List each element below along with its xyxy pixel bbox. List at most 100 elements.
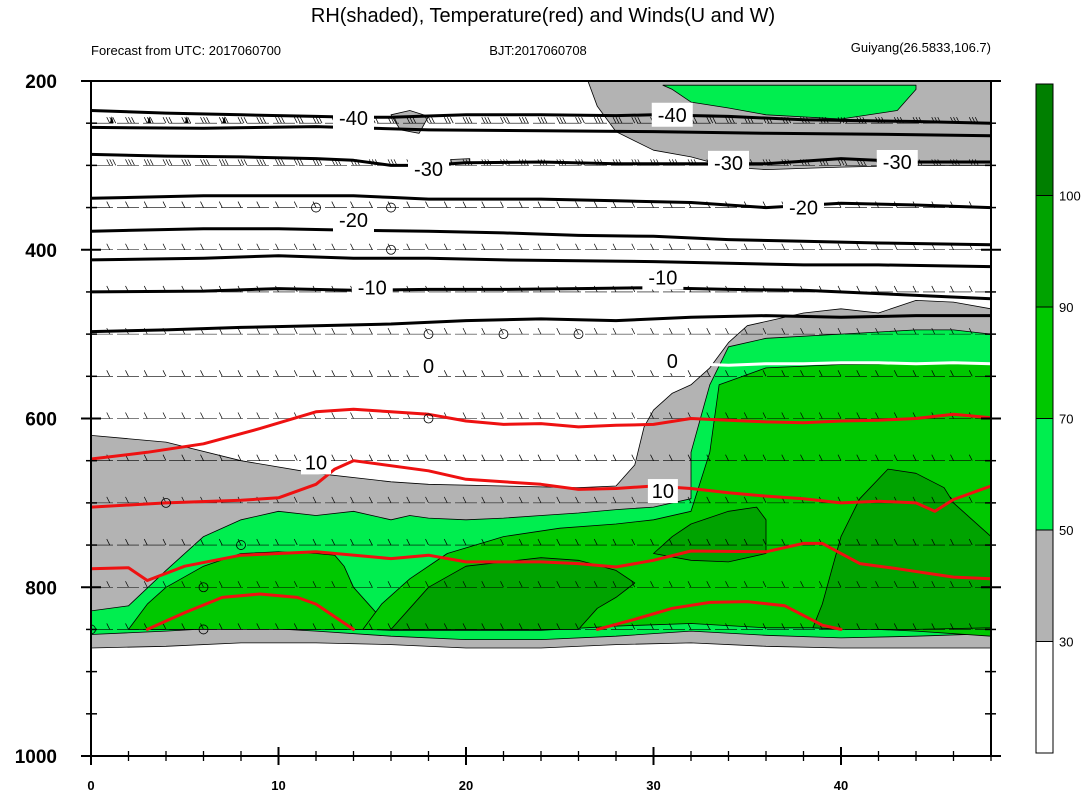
wind-barb (206, 159, 210, 166)
wind-barb (537, 327, 542, 335)
wind-barb (931, 370, 936, 377)
wind-barb (462, 370, 467, 377)
wind-barb (706, 454, 711, 461)
wind-barb (521, 117, 526, 124)
wind-barb (650, 370, 654, 377)
wind-barb (331, 538, 336, 546)
wind-barb (950, 370, 954, 377)
wind-barb (462, 412, 467, 419)
wind-barb (165, 159, 170, 166)
wind-barb (162, 370, 167, 377)
wind-barb (687, 623, 692, 630)
wind-barb (575, 538, 579, 546)
wind-barb (800, 581, 804, 588)
wind-barb (237, 581, 242, 588)
wind-barb (293, 538, 298, 546)
wind-barb (200, 159, 204, 166)
wind-barb (443, 117, 448, 124)
wind-flag (109, 116, 114, 124)
wind-barb (203, 159, 207, 166)
wind-barb (856, 454, 861, 461)
wind-barb (612, 412, 617, 419)
wind-barb (593, 201, 598, 208)
wind-barb (725, 496, 729, 504)
wind-barb (331, 412, 336, 419)
wind-barb (537, 412, 542, 419)
wind-barb (331, 201, 336, 208)
wind-barb (481, 117, 486, 124)
wind-barb (162, 412, 167, 419)
wind-barb (968, 496, 973, 504)
wind-barb (331, 623, 336, 630)
wind-barb (181, 538, 186, 546)
wind-barb (575, 496, 579, 504)
wind-barb (518, 623, 523, 630)
wind-barb (650, 623, 654, 630)
wind-barb (162, 581, 167, 588)
wind-barb (837, 243, 842, 250)
wind-barb (368, 201, 373, 208)
wind-barb (218, 581, 223, 588)
bjt-time-label: BJT:2017060708 (489, 43, 587, 58)
wind-barb (518, 496, 523, 504)
wind-barb (800, 243, 804, 250)
colorbar-label: 30 (1059, 635, 1073, 650)
wind-barb (350, 243, 354, 250)
wind-barb (200, 243, 204, 250)
wind-barb (237, 117, 242, 124)
contour-label: -30 (883, 152, 912, 174)
wind-barb (106, 201, 111, 208)
wind-barb (243, 117, 248, 124)
wind-barb (537, 370, 542, 377)
wind-barb (125, 117, 129, 124)
wind-barb (256, 623, 261, 630)
wind-barb (443, 496, 448, 504)
wind-barb (503, 117, 507, 124)
wind-barb (281, 117, 285, 124)
colorbar-segment (1035, 418, 1054, 531)
wind-barb (106, 412, 111, 419)
wind-barb (406, 454, 411, 461)
wind-barb (181, 243, 186, 250)
wind-barb (518, 370, 523, 377)
wind-barb (818, 454, 823, 461)
wind-barb (218, 454, 223, 461)
wind-barb (687, 327, 692, 335)
wind-barb (149, 159, 154, 166)
contour-label-box (333, 208, 374, 233)
station-label: Guiyang(26.5833,106.7) (851, 40, 991, 55)
x-tick-label: 30 (646, 778, 660, 793)
wind-barb (187, 117, 192, 124)
wind-barb (299, 117, 304, 124)
wind-barb (856, 327, 861, 335)
wind-barb (406, 201, 411, 208)
wind-barb (524, 117, 529, 124)
wind-barb (706, 327, 711, 335)
wind-barb (743, 370, 748, 377)
wind-barb (556, 117, 561, 124)
wind-barb (893, 412, 898, 419)
wind-barb (262, 159, 267, 166)
contour-label: -30 (414, 159, 443, 181)
isotherm-black-5 (91, 254, 991, 269)
wind-barb (615, 117, 620, 124)
wind-barb (931, 623, 936, 630)
wind-barb (931, 581, 936, 588)
wind-barb (950, 454, 954, 461)
contour-label-box (876, 150, 918, 174)
wind-barb (425, 117, 429, 124)
wind-barb (443, 201, 448, 208)
wind-barb (143, 201, 148, 208)
wind-barb (556, 538, 561, 546)
wind-barb (168, 117, 173, 124)
wind-barb (256, 581, 261, 588)
wind-barb (687, 454, 692, 461)
wind-barb (293, 496, 298, 504)
contour-label: -20 (789, 198, 818, 220)
wind-barb (743, 623, 748, 630)
wind-barb (425, 581, 429, 588)
wind-barb (387, 370, 392, 377)
wind-barb (350, 496, 354, 504)
wind-barb (312, 201, 317, 208)
wind-barb (149, 117, 154, 124)
